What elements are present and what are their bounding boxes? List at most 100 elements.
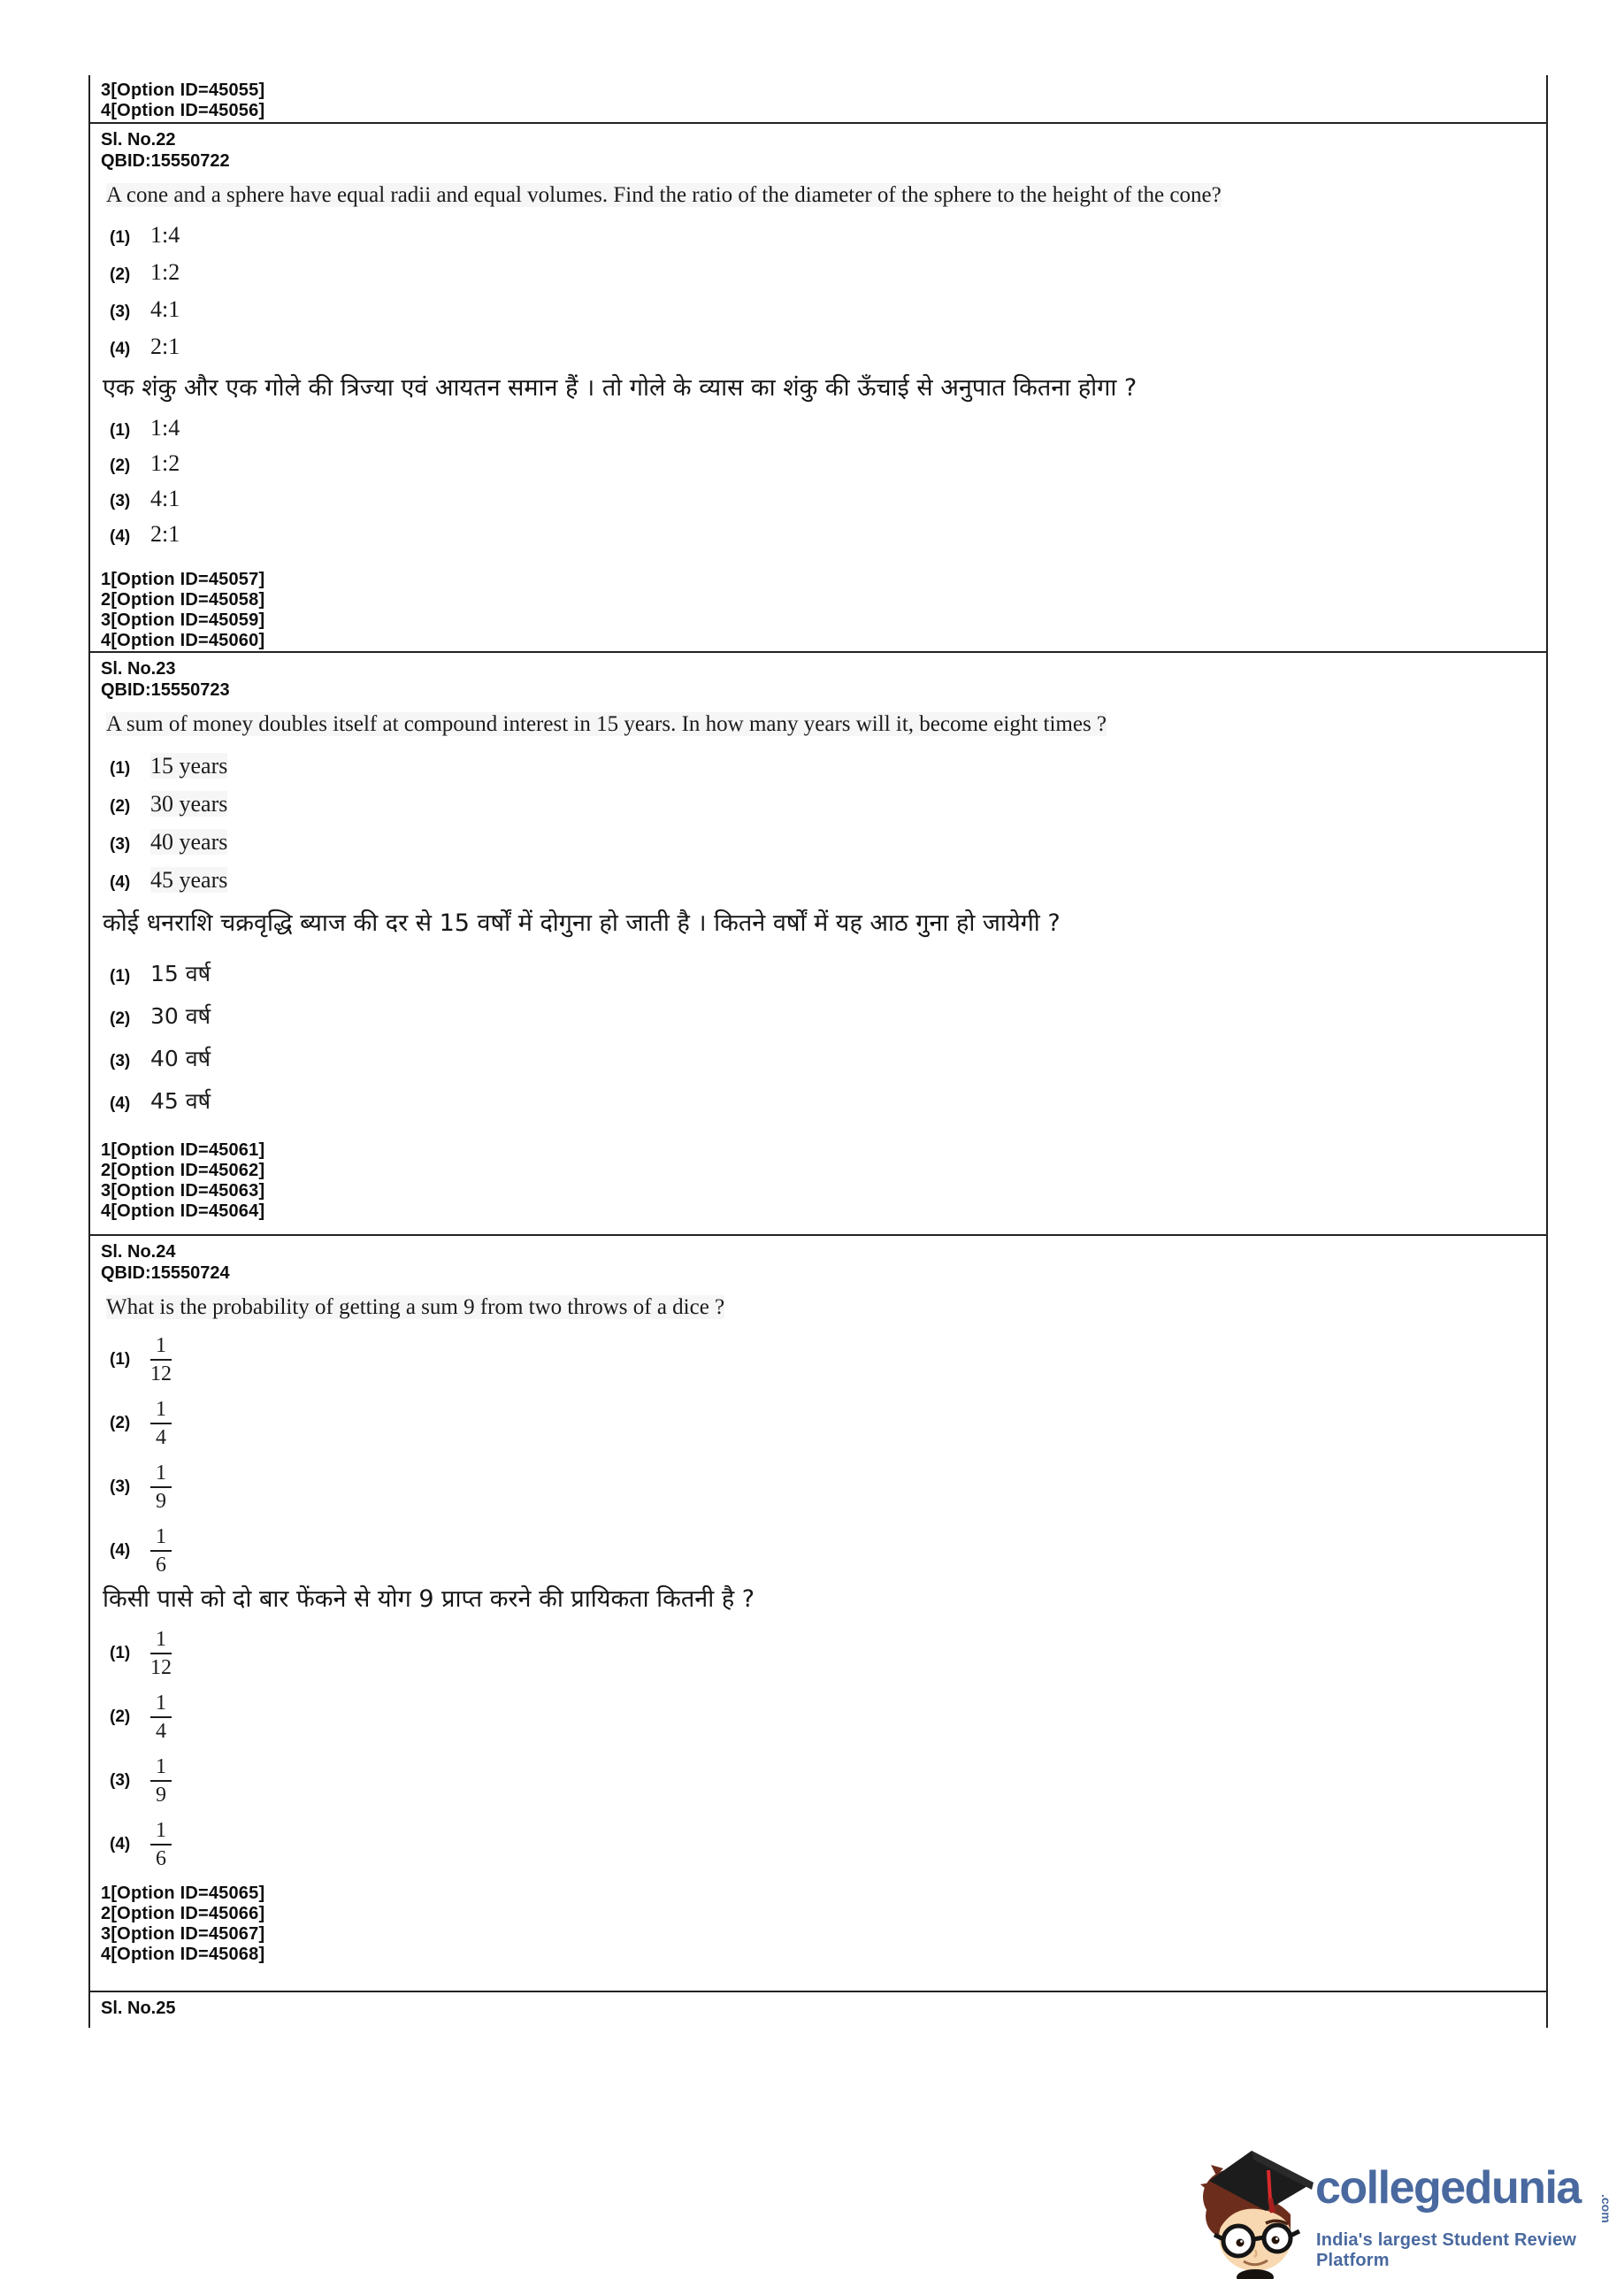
option-value: 1:2	[150, 450, 180, 476]
fraction-numerator: 1	[150, 1691, 172, 1718]
question-text-hi: एक शंकु और एक गोले की त्रिज्या एवं आयतन …	[103, 374, 1138, 402]
fraction-numerator: 1	[150, 1754, 172, 1782]
fraction-value: 1 4	[150, 1691, 172, 1744]
option-number: (2)	[110, 1707, 131, 1726]
option-id-line: 1[Option ID=45057]	[101, 570, 265, 589]
question-block-22: Sl. No.22 QBID:15550722 A cone and a sph…	[90, 124, 1546, 653]
option-row: (4) 1 6	[110, 1524, 1534, 1577]
option-id-line: 4[Option ID=45064]	[101, 1201, 265, 1221]
option-row: (1) 1 12	[110, 1333, 1534, 1386]
option-value: 30 वर्ष	[150, 1003, 211, 1029]
option-number: (4)	[110, 340, 131, 358]
option-id-line: 1[Option ID=45065]	[101, 1884, 265, 1903]
option-number: (1)	[110, 759, 131, 778]
option-id-line: 2[Option ID=45062]	[101, 1161, 265, 1180]
option-row: (4) 1 6	[110, 1818, 1534, 1871]
fraction-denominator: 4	[156, 1720, 166, 1743]
question-table: 3[Option ID=45055] 4[Option ID=45056] Sl…	[88, 75, 1548, 2028]
brand-tagline: India's largest Student Review Platform	[1316, 2230, 1577, 2270]
brand-tld: .com	[1599, 2194, 1613, 2223]
question-text-en: What is the probability of getting a sum…	[106, 1294, 1534, 1321]
question-text-hi: कोई धनराशि चक्रवृद्धि ब्याज की दर से 15 …	[103, 909, 1061, 937]
sl-no-label: Sl. No.22	[101, 130, 176, 150]
fraction-denominator: 9	[156, 1784, 166, 1807]
option-number: (4)	[110, 873, 131, 892]
question-text: A sum of money doubles itself at compoun…	[106, 712, 1107, 736]
fraction-numerator: 1	[150, 1333, 172, 1361]
option-value: 2:1	[150, 334, 180, 359]
option-row: (2) 1:2	[110, 449, 1534, 478]
option-text: 45 years	[150, 867, 228, 893]
collegedunia-logo: collegedunia .com India's largest Studen…	[1176, 2123, 1624, 2279]
question-block-24: Sl. No.24 QBID:15550724 What is the prob…	[90, 1236, 1546, 1992]
option-number: (1)	[110, 1350, 131, 1369]
sl-no-label: Sl. No.24	[101, 1242, 176, 1262]
option-value: 1:2	[150, 259, 180, 285]
option-row: (2) 1 4	[110, 1397, 1534, 1450]
option-row: (4) 45 years	[110, 866, 1534, 894]
option-row: (4) 45 वर्ष	[110, 1087, 1534, 1116]
option-row: (3) 40 years	[110, 828, 1534, 856]
option-row: (2) 30 वर्ष	[110, 1002, 1534, 1031]
option-id-line: 3[Option ID=45059]	[101, 610, 265, 630]
option-row: (1) 1:4	[110, 414, 1534, 442]
question-block-23: Sl. No.23 QBID:15550723 A sum of money d…	[90, 653, 1546, 1236]
option-number: (1)	[110, 228, 131, 247]
fraction-value: 1 6	[150, 1524, 172, 1577]
option-number: (3)	[110, 1771, 131, 1790]
question-text-en: A sum of money doubles itself at compoun…	[106, 711, 1534, 738]
option-row: (1) 1:4	[110, 221, 1534, 249]
option-value: 45 वर्ष	[150, 1088, 211, 1114]
fraction-denominator: 4	[156, 1426, 166, 1449]
option-number: (4)	[110, 1541, 131, 1560]
fraction-denominator: 9	[156, 1490, 166, 1513]
question-text-en: A cone and a sphere have equal radii and…	[106, 182, 1534, 209]
option-row: (3) 1 9	[110, 1754, 1534, 1807]
sl-no-label: Sl. No.23	[101, 659, 176, 679]
option-id-line: 4[Option ID=45068]	[101, 1945, 265, 1964]
option-number: (1)	[110, 421, 131, 440]
graduate-mascot-icon	[1200, 2151, 1314, 2279]
fraction-numerator: 1	[150, 1818, 172, 1845]
option-number: (2)	[110, 797, 131, 816]
option-row: (2) 30 years	[110, 790, 1534, 818]
option-row: (1) 15 वर्ष	[110, 960, 1534, 988]
option-number: (4)	[110, 527, 131, 546]
option-row: (3) 4:1	[110, 485, 1534, 513]
option-id-line: 2[Option ID=45066]	[101, 1904, 265, 1923]
option-number: (3)	[110, 835, 131, 854]
option-id-list: 1[Option ID=45065] 2[Option ID=45066] 3[…	[101, 1884, 1534, 1965]
option-id-line: 3[Option ID=45063]	[101, 1181, 265, 1201]
option-number: (4)	[110, 1094, 131, 1113]
fraction-value: 1 6	[150, 1818, 172, 1871]
fraction-value: 1 12	[150, 1333, 172, 1386]
question-block-21-tail: 3[Option ID=45055] 4[Option ID=45056]	[90, 75, 1546, 124]
option-value: 15 years	[150, 752, 228, 780]
option-row: (1) 15 years	[110, 752, 1534, 780]
option-value: 40 years	[150, 828, 228, 856]
option-number: (1)	[110, 967, 131, 986]
option-value: 1:4	[150, 222, 180, 248]
fraction-denominator: 12	[150, 1656, 172, 1679]
qbid-label: QBID:15550724	[101, 1263, 230, 1283]
option-text: 40 years	[150, 829, 228, 855]
option-number: (2)	[110, 1009, 131, 1028]
sl-no-label: Sl. No.25	[101, 1999, 176, 2018]
fraction-value: 1 9	[150, 1754, 172, 1807]
brand-text: collegedunia	[1315, 2162, 1582, 2214]
option-value: 2:1	[150, 521, 180, 547]
option-row: (4) 2:1	[110, 520, 1534, 549]
fraction-value: 1 9	[150, 1461, 172, 1514]
fraction-denominator: 12	[150, 1362, 172, 1385]
option-value: 15 वर्ष	[150, 961, 211, 986]
option-number: (1)	[110, 1644, 131, 1662]
option-id-line: 3[Option ID=45067]	[101, 1924, 265, 1944]
option-row: (1) 1 12	[110, 1627, 1534, 1680]
fraction-value: 1 4	[150, 1397, 172, 1450]
qbid-label: QBID:15550722	[101, 151, 230, 171]
option-text: 15 years	[150, 753, 228, 779]
option-row: (4) 2:1	[110, 333, 1534, 361]
option-id-list: 1[Option ID=45057] 2[Option ID=45058] 3[…	[101, 570, 1534, 651]
option-number: (3)	[110, 1052, 131, 1070]
option-id-line: 1[Option ID=45061]	[101, 1140, 265, 1160]
